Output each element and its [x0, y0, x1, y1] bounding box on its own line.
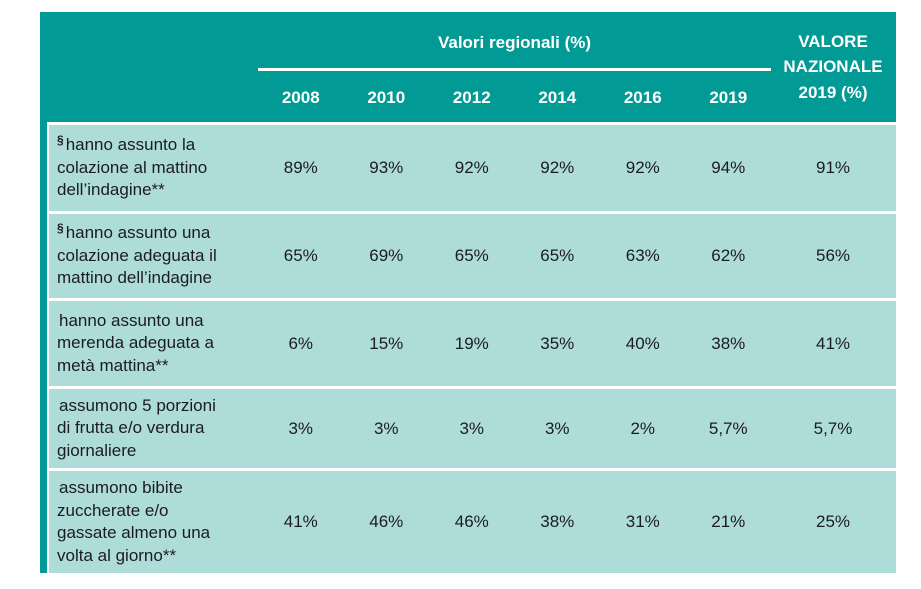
table-row: hanno assunto una merenda adeguata a met… — [49, 301, 896, 386]
year-header-2010: 2010 — [367, 87, 406, 107]
year-header-2008: 2008 — [281, 87, 320, 107]
row-label: § hanno assunto una colazione adeguata il… — [49, 216, 258, 295]
value-cell-2019: 38% — [711, 333, 746, 353]
value-cell-2008: 6% — [288, 333, 314, 353]
value-cell-2019: 21% — [711, 512, 746, 532]
value-cell-2016: 63% — [625, 246, 660, 265]
value-cell-2016: 31% — [625, 512, 660, 532]
year-header-2019: 2019 — [709, 87, 748, 107]
value-cell-2008: 89% — [283, 158, 318, 177]
value-cell-2012: 92% — [454, 158, 489, 177]
row-label: assumono 5 porzioni di frutta e/o verdur… — [49, 389, 258, 468]
value-cell-2010: 15% — [369, 333, 404, 353]
national-value-header: VALORE NAZIONALE 2019 (%) — [783, 31, 883, 102]
row-label-text: hanno assunto una colazione adeguata il … — [57, 223, 217, 288]
value-cell-2008: 41% — [283, 512, 318, 532]
table-body: § hanno assunto la colazione al mattino d… — [40, 122, 896, 574]
value-cell-2010: 93% — [369, 158, 404, 177]
value-cell-2008: 65% — [283, 246, 318, 265]
row-label: hanno assunto una merenda adeguata a met… — [49, 304, 258, 383]
section-mark: § — [57, 220, 64, 235]
table-row: assumono 5 porzioni di frutta e/o verdur… — [49, 389, 896, 469]
year-header-2012: 2012 — [452, 87, 491, 107]
value-cell-2016: 40% — [625, 333, 660, 353]
value-cell-2010: 46% — [369, 512, 404, 532]
year-header-2016: 2016 — [623, 87, 662, 107]
regional-values-group-title: Valori regionali (%) — [258, 12, 771, 71]
regional-values-table: Valori regionali (%) 2008 2010 2012 2014… — [40, 12, 896, 574]
table-header: Valori regionali (%) 2008 2010 2012 2014… — [40, 12, 896, 122]
national-value-cell: 5,7% — [813, 418, 853, 438]
value-cell-2012: 19% — [454, 333, 489, 353]
row-label-text: assumono bibite zuccherate e/o gassate a… — [57, 478, 211, 565]
value-cell-2019: 62% — [711, 246, 746, 265]
header-spacer-cell — [49, 12, 258, 122]
value-cell-2010: 3% — [373, 418, 399, 438]
national-value-cell: 25% — [815, 512, 851, 532]
table-row: assumono bibite zuccherate e/o gassate a… — [49, 471, 896, 574]
section-mark: § — [57, 132, 64, 147]
value-cell-2010: 69% — [369, 246, 404, 265]
national-value-cell: 41% — [815, 333, 851, 353]
row-label-text: hanno assunto la colazione al mattino de… — [57, 135, 208, 200]
value-cell-2019: 5,7% — [708, 418, 748, 438]
value-cell-2008: 3% — [288, 418, 314, 438]
table-row: § hanno assunto una colazione adeguata il… — [49, 214, 896, 298]
table-row: § hanno assunto la colazione al mattino d… — [49, 125, 896, 211]
value-cell-2016: 2% — [630, 418, 656, 438]
row-label-text: hanno assunto una merenda adeguata a met… — [57, 310, 214, 375]
value-cell-2014: 3% — [544, 418, 570, 438]
value-cell-2014: 92% — [540, 158, 575, 177]
row-label: § hanno assunto la colazione al mattino d… — [49, 128, 258, 207]
row-label-text: assumono 5 porzioni di frutta e/o verdur… — [57, 396, 216, 460]
value-cell-2012: 3% — [459, 418, 485, 438]
value-cell-2014: 35% — [540, 333, 575, 353]
value-cell-2014: 38% — [540, 512, 575, 532]
year-header-2014: 2014 — [538, 87, 577, 107]
value-cell-2016: 92% — [625, 158, 660, 177]
value-cell-2012: 46% — [454, 512, 489, 532]
value-cell-2019: 94% — [711, 158, 746, 177]
value-cell-2014: 65% — [540, 246, 575, 265]
value-cell-2012: 65% — [454, 246, 489, 265]
national-value-cell: 56% — [815, 246, 851, 265]
national-value-cell: 91% — [815, 158, 851, 177]
row-label: assumono bibite zuccherate e/o gassate a… — [49, 471, 258, 573]
